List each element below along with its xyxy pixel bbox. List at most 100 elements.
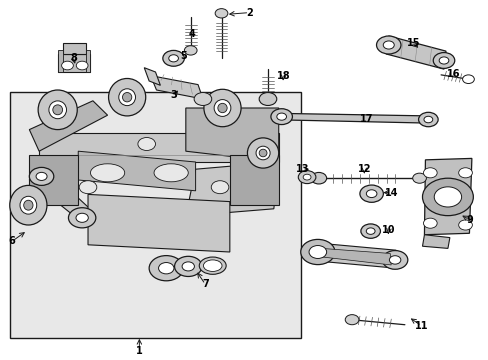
- Polygon shape: [424, 158, 471, 235]
- Ellipse shape: [154, 164, 188, 182]
- Circle shape: [76, 213, 88, 222]
- Polygon shape: [422, 235, 449, 248]
- Circle shape: [194, 93, 211, 105]
- Polygon shape: [78, 151, 195, 191]
- Text: 9: 9: [465, 215, 472, 225]
- Text: 11: 11: [414, 321, 427, 331]
- Circle shape: [359, 185, 383, 202]
- Text: 13: 13: [295, 164, 308, 174]
- Polygon shape: [229, 155, 278, 205]
- Circle shape: [79, 181, 97, 194]
- Text: 3: 3: [170, 90, 177, 100]
- Circle shape: [382, 251, 407, 269]
- Polygon shape: [85, 50, 90, 72]
- Circle shape: [423, 168, 436, 178]
- Circle shape: [270, 109, 292, 125]
- Circle shape: [462, 75, 473, 84]
- Circle shape: [438, 57, 448, 64]
- Text: 5: 5: [180, 51, 186, 61]
- Ellipse shape: [38, 90, 77, 130]
- Circle shape: [300, 239, 334, 265]
- Text: 10: 10: [381, 225, 395, 235]
- Polygon shape: [281, 113, 428, 123]
- Circle shape: [366, 228, 374, 234]
- Ellipse shape: [256, 146, 269, 160]
- Circle shape: [76, 61, 88, 70]
- Ellipse shape: [203, 260, 222, 271]
- Polygon shape: [150, 76, 203, 99]
- Text: 15: 15: [406, 38, 419, 48]
- Circle shape: [310, 172, 326, 184]
- Ellipse shape: [203, 89, 241, 127]
- Circle shape: [276, 113, 286, 120]
- Ellipse shape: [199, 257, 225, 274]
- Circle shape: [458, 220, 471, 230]
- Polygon shape: [29, 162, 98, 223]
- Polygon shape: [39, 133, 278, 162]
- Circle shape: [458, 168, 471, 178]
- Circle shape: [303, 174, 310, 180]
- Circle shape: [138, 138, 155, 150]
- Text: 8: 8: [70, 53, 77, 63]
- Circle shape: [388, 256, 400, 264]
- Circle shape: [149, 256, 183, 281]
- Polygon shape: [88, 194, 229, 252]
- Circle shape: [383, 41, 393, 49]
- Text: 12: 12: [357, 164, 370, 174]
- Polygon shape: [29, 101, 107, 151]
- Circle shape: [298, 171, 315, 184]
- Ellipse shape: [119, 89, 135, 105]
- Circle shape: [215, 9, 227, 18]
- Polygon shape: [58, 54, 90, 72]
- Ellipse shape: [259, 149, 266, 157]
- Circle shape: [433, 187, 461, 207]
- Ellipse shape: [10, 185, 47, 225]
- Text: 1: 1: [136, 346, 142, 356]
- Circle shape: [412, 173, 426, 183]
- Circle shape: [423, 218, 436, 228]
- Circle shape: [163, 50, 184, 66]
- Polygon shape: [58, 50, 62, 72]
- Polygon shape: [144, 68, 160, 85]
- Circle shape: [158, 262, 174, 274]
- Polygon shape: [316, 243, 395, 268]
- Ellipse shape: [108, 78, 145, 116]
- Ellipse shape: [218, 103, 226, 113]
- Text: 6: 6: [9, 236, 16, 246]
- Ellipse shape: [23, 200, 33, 210]
- Polygon shape: [185, 108, 278, 162]
- Text: 16: 16: [446, 69, 460, 79]
- Circle shape: [182, 262, 194, 271]
- Text: 17: 17: [359, 114, 373, 124]
- Circle shape: [68, 208, 96, 228]
- Circle shape: [366, 190, 376, 198]
- Circle shape: [211, 181, 228, 194]
- Ellipse shape: [90, 164, 124, 182]
- Circle shape: [345, 315, 358, 325]
- Circle shape: [432, 53, 454, 68]
- Bar: [10, 92, 300, 338]
- Ellipse shape: [53, 105, 62, 115]
- Text: 14: 14: [384, 188, 397, 198]
- Circle shape: [259, 93, 276, 105]
- Text: 7: 7: [202, 279, 208, 289]
- Circle shape: [423, 116, 432, 123]
- Polygon shape: [29, 155, 78, 205]
- Circle shape: [308, 246, 326, 258]
- Circle shape: [61, 61, 73, 70]
- Circle shape: [184, 46, 197, 55]
- Ellipse shape: [122, 93, 132, 102]
- Circle shape: [36, 172, 47, 180]
- Text: 4: 4: [188, 29, 195, 39]
- Polygon shape: [62, 43, 85, 54]
- Text: 2: 2: [245, 8, 252, 18]
- Circle shape: [422, 178, 472, 216]
- Ellipse shape: [49, 101, 66, 119]
- Circle shape: [174, 256, 202, 276]
- Ellipse shape: [20, 196, 37, 214]
- Text: 18: 18: [276, 71, 290, 81]
- Ellipse shape: [214, 100, 230, 116]
- Circle shape: [168, 55, 178, 62]
- Polygon shape: [321, 248, 390, 265]
- Polygon shape: [185, 162, 278, 216]
